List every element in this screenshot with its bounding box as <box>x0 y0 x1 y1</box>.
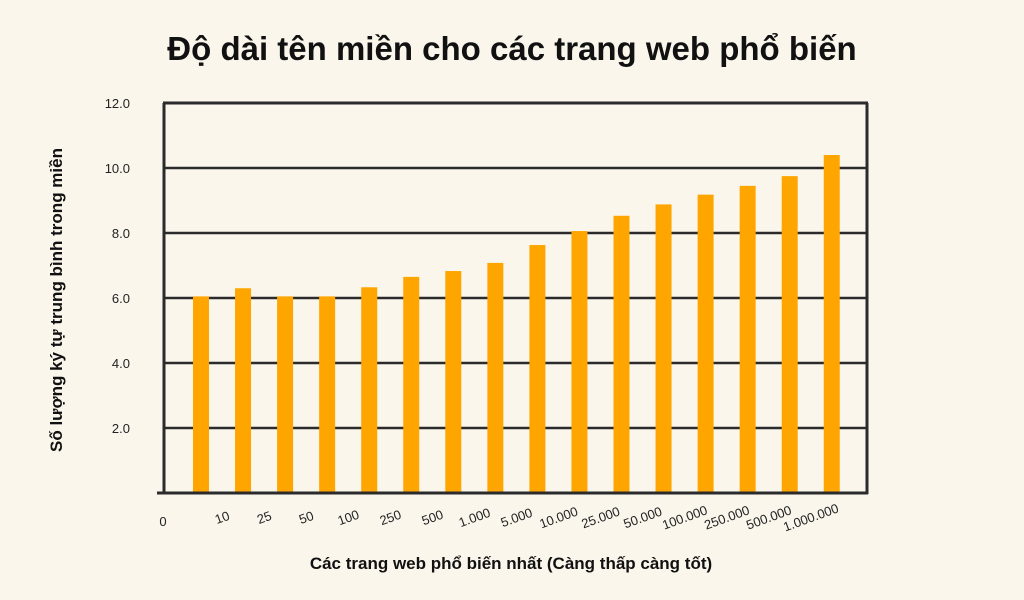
bar <box>277 296 294 493</box>
x-tick-labels: 0 10 25 50 100 250 500 1.000 5.000 10.000 25.000 50… <box>159 501 840 535</box>
bar <box>571 231 588 494</box>
bar <box>235 288 252 493</box>
x-axis-label: Các trang web phổ biến nhất (Càng thấp c… <box>310 554 712 573</box>
x-tick-label: 1.000.000 <box>781 501 840 535</box>
x-tick-label: 10 <box>213 508 232 527</box>
x-tick-label: 50 <box>297 508 316 527</box>
y-tick-label: 8.0 <box>112 226 130 241</box>
y-tick-labels: 2.0 4.0 6.0 8.0 10.0 12.0 <box>105 96 130 436</box>
bar <box>823 155 840 493</box>
bar <box>739 185 756 493</box>
x-tick-label: 1.000 <box>457 505 493 530</box>
x-tick-label-origin: 0 <box>159 514 166 529</box>
bar <box>361 287 378 493</box>
x-tick-label: 10.000 <box>537 504 579 532</box>
y-tick-label: 4.0 <box>112 356 130 371</box>
bar <box>445 271 462 493</box>
bar <box>193 296 209 493</box>
x-tick-label: 5.000 <box>499 505 535 530</box>
gridlines <box>164 101 867 430</box>
axes <box>157 101 869 495</box>
x-tick-label: 50.000 <box>621 504 663 532</box>
bars <box>193 155 840 494</box>
x-tick-label: 25.000 <box>579 504 621 532</box>
bar <box>613 215 630 493</box>
x-tick-label: 25 <box>255 508 274 527</box>
y-tick-label: 10.0 <box>105 161 130 176</box>
chart-title: Độ dài tên miền cho các trang web phổ bi… <box>167 30 857 67</box>
bar <box>487 262 504 493</box>
y-tick-label: 2.0 <box>112 421 130 436</box>
x-tick-label: 100 <box>336 507 362 529</box>
bar <box>781 176 798 493</box>
x-tick-label: 250 <box>378 507 404 529</box>
y-tick-label: 6.0 <box>112 291 130 306</box>
bar <box>319 296 336 493</box>
bar <box>697 194 714 493</box>
y-tick-label: 12.0 <box>105 96 130 111</box>
x-tick-label: 500 <box>420 507 446 529</box>
bar <box>529 245 546 493</box>
y-axis-label: Số lượng ký tự trung bình trong miền <box>47 148 66 452</box>
bar <box>655 204 672 493</box>
bar <box>403 276 420 493</box>
